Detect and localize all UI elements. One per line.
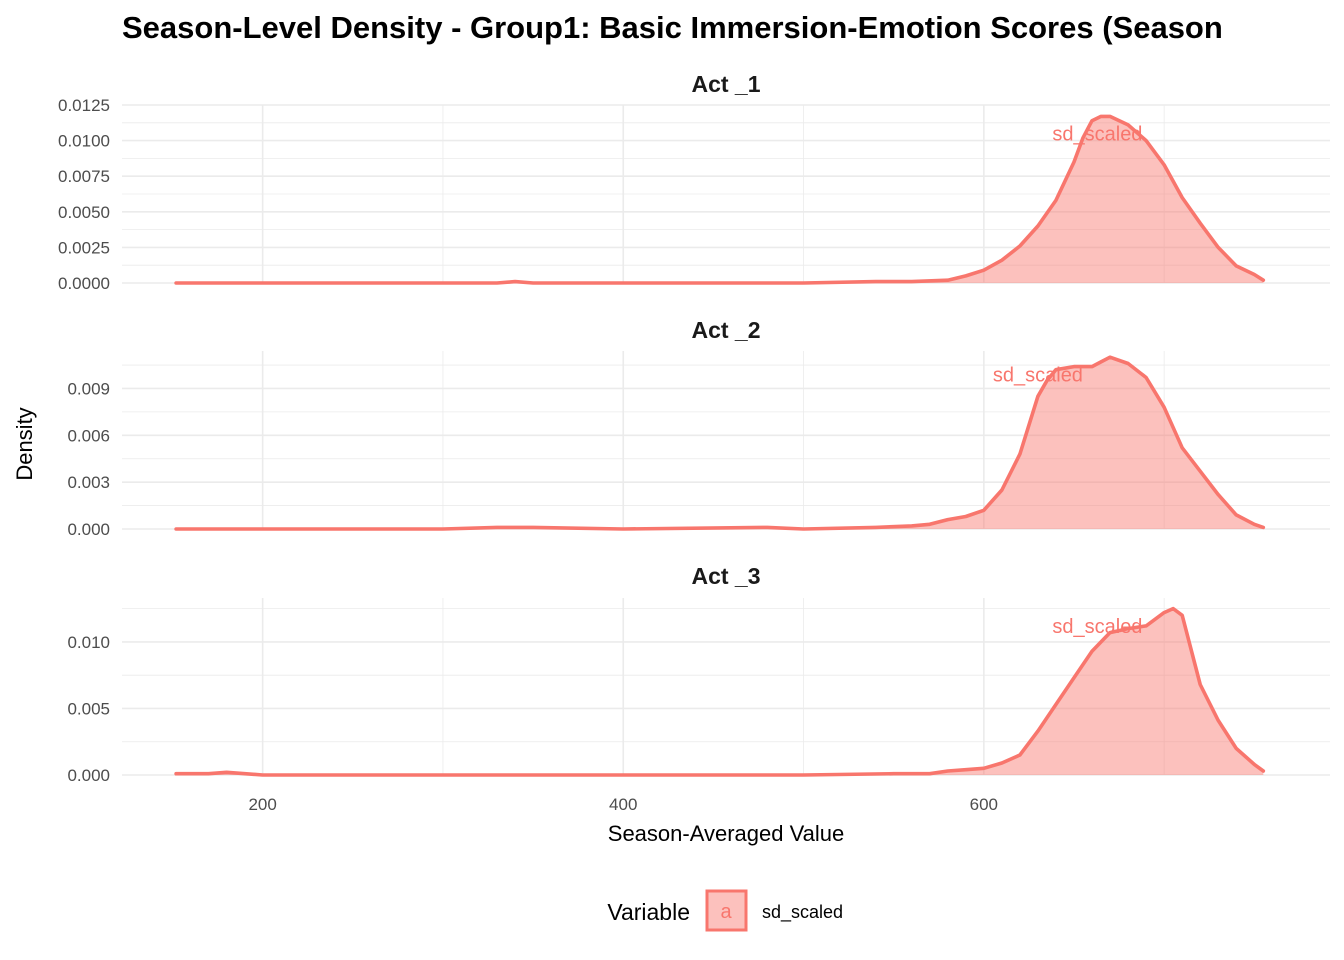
legend-key-glyph: a <box>720 901 732 923</box>
legend-entry-sd-scaled: sd_scaled <box>762 902 843 923</box>
legend-title: Variable <box>607 899 690 925</box>
panel-act-2: Act _2 0.000 0.003 0.006 0.009 sd_scaled <box>67 317 1330 539</box>
facet-panels: Act _1 0.0000 0.0025 0.0050 0.0075 0.0100 0.01… <box>58 71 1330 814</box>
y-tick-label: 0.006 <box>67 426 110 445</box>
facet-strip-label: Act _3 <box>691 563 760 589</box>
density-area <box>176 116 1264 284</box>
y-tick-label: 0.0025 <box>58 238 110 257</box>
density-area <box>176 357 1264 529</box>
panel-act-1: Act _1 0.0000 0.0025 0.0050 0.0075 0.0100 0.01… <box>58 71 1330 293</box>
x-tick-label: 400 <box>609 795 637 814</box>
x-axis-title: Season-Averaged Value <box>608 821 844 846</box>
density-line <box>174 606 1266 777</box>
chart-title: Season-Level Density - Group1: Basic Imm… <box>122 10 1223 45</box>
density-line <box>174 114 1266 285</box>
x-tick-label: 600 <box>970 795 998 814</box>
y-tick-label: 0.0050 <box>58 203 110 222</box>
y-tick-label: 0.009 <box>67 379 110 398</box>
y-tick-label: 0.0075 <box>58 167 110 186</box>
facet-strip-label: Act _2 <box>691 317 760 343</box>
y-tick-label: 0.003 <box>67 473 110 492</box>
panel-act-3: Act _3 0.000 0.005 0.010 sd_scaled <box>67 563 1330 785</box>
x-tick-label: 200 <box>248 795 276 814</box>
density-area <box>176 608 1264 775</box>
y-axis-title: Density <box>12 407 37 480</box>
y-tick-label: 0.000 <box>67 520 110 539</box>
series-annotation: sd_scaled <box>1052 616 1142 638</box>
y-tick-label: 0.0125 <box>58 96 110 115</box>
legend: Variable a sd_scaled <box>607 889 843 932</box>
density-line <box>174 355 1266 531</box>
facet-strip-label: Act _1 <box>691 71 760 97</box>
series-annotation: sd_scaled <box>1052 123 1142 145</box>
y-tick-label: 0.0000 <box>58 274 110 293</box>
y-tick-label: 0.010 <box>67 633 110 652</box>
y-tick-label: 0.000 <box>67 766 110 785</box>
series-annotation: sd_scaled <box>993 364 1083 386</box>
y-tick-label: 0.005 <box>67 699 110 718</box>
y-tick-label: 0.0100 <box>58 132 110 151</box>
legend-key-box <box>705 889 748 932</box>
